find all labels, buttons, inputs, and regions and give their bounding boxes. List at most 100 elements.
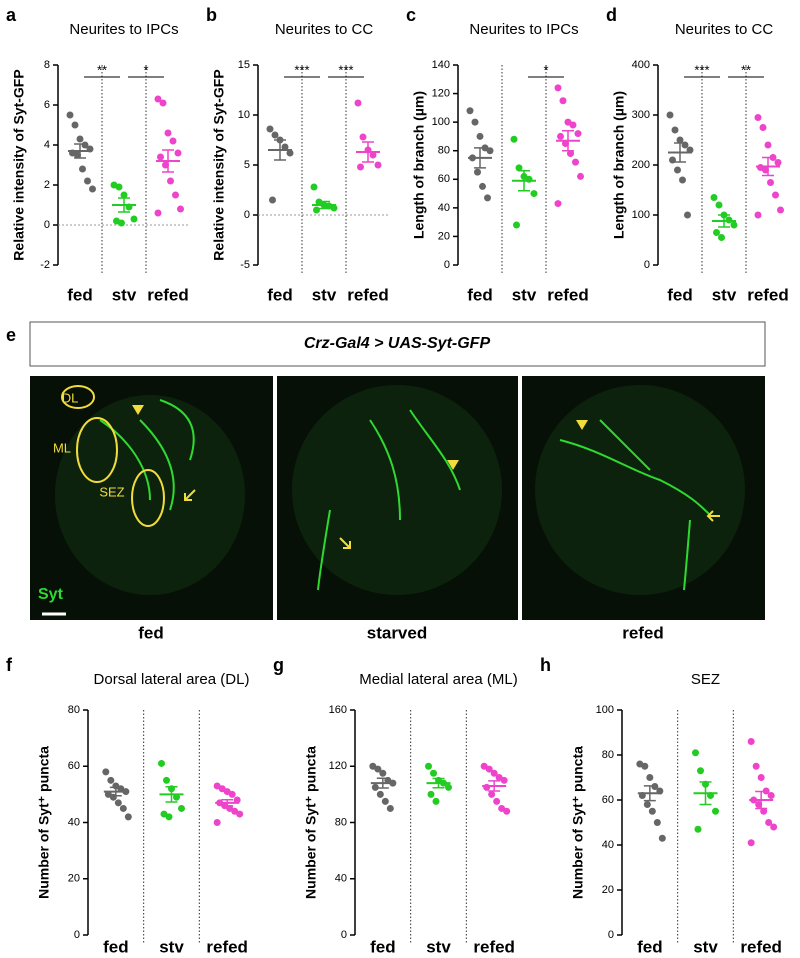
data-point	[474, 168, 481, 176]
x-tick-label: stv	[312, 285, 337, 304]
data-point	[233, 796, 241, 804]
error-bar	[109, 786, 122, 797]
data-point	[476, 132, 484, 140]
error-bar	[432, 777, 445, 789]
data-point	[357, 163, 364, 171]
data-point	[71, 121, 79, 129]
data-point	[770, 823, 778, 831]
error-bar	[674, 142, 686, 163]
data-point	[515, 164, 523, 172]
image-caption: refed	[622, 623, 664, 642]
x-tick-label: refed	[740, 937, 782, 956]
data-point	[76, 135, 84, 143]
chart-title: Medial lateral area (ML)	[359, 671, 517, 688]
region-outline	[61, 385, 95, 409]
data-point	[718, 234, 725, 241]
data-point	[754, 211, 762, 219]
error-bar	[643, 785, 656, 802]
stain-label: Syt	[38, 586, 64, 603]
data-point	[486, 147, 494, 155]
data-point	[676, 136, 684, 144]
data-point	[107, 776, 115, 784]
neurites	[317, 409, 461, 591]
micrographs	[30, 376, 765, 620]
data-point	[169, 137, 177, 145]
data-point	[658, 834, 666, 842]
y-axis-label: Length of branch (µm)	[411, 91, 427, 239]
y-tick-label: 8	[44, 59, 50, 71]
data-point	[490, 769, 498, 777]
y-tick-label: 200	[632, 159, 650, 171]
data-point	[313, 206, 320, 214]
data-point	[167, 177, 174, 185]
y-tick-label: 120	[329, 760, 347, 772]
data-point	[569, 121, 577, 129]
y-tick-label: 400	[632, 59, 650, 71]
region-outline	[131, 469, 165, 527]
data-point	[84, 177, 91, 185]
x-tick-label: stv	[159, 937, 184, 956]
data-point	[752, 762, 760, 770]
y-tick-label: 0	[44, 219, 50, 231]
y-tick-label: 0	[341, 929, 347, 941]
data-point	[425, 762, 432, 770]
data-point	[485, 765, 493, 773]
data-point	[574, 130, 582, 138]
error-bar	[162, 149, 174, 173]
chart-title: Neurites to IPCs	[469, 21, 578, 38]
region-label: ML	[53, 440, 71, 455]
x-tick-label: stv	[712, 285, 737, 304]
data-point	[427, 790, 435, 798]
data-point	[236, 810, 244, 818]
y-axis-label: Relative intensity of Syt-GFP	[211, 69, 227, 260]
data-point	[466, 107, 474, 115]
x-tick-label: fed	[267, 285, 293, 304]
error-bar	[474, 147, 486, 169]
data-point	[114, 799, 122, 807]
y-tick-label: 6	[44, 99, 50, 111]
data-point	[89, 185, 96, 193]
error-bar	[562, 129, 574, 152]
x-tick-label: fed	[370, 937, 396, 956]
data-point	[554, 84, 562, 92]
data-point	[764, 141, 772, 149]
data-point	[159, 99, 167, 107]
panel-letter: c	[406, 5, 416, 25]
data-point	[777, 206, 784, 214]
data-point	[503, 807, 511, 815]
data-point	[286, 149, 294, 157]
y-tick-label: -5	[240, 259, 250, 271]
data-point	[115, 183, 123, 191]
y-tick-label: 300	[632, 109, 650, 121]
data-point	[713, 229, 720, 236]
x-tick-label: refed	[347, 285, 389, 304]
error-bar	[362, 141, 374, 163]
data-point	[228, 790, 236, 798]
y-tick-label: 0	[644, 259, 650, 271]
data-point	[572, 158, 579, 166]
image-caption: starved	[367, 623, 427, 642]
y-tick-label: 40	[602, 839, 614, 851]
region-label: DL	[62, 390, 79, 405]
chart-title: Neurites to CC	[275, 21, 374, 38]
x-tick-label: fed	[467, 285, 493, 304]
x-tick-label: refed	[747, 285, 789, 304]
data-point	[488, 790, 496, 798]
data-point	[374, 765, 382, 773]
y-tick-label: 0	[74, 929, 80, 941]
data-point	[653, 819, 661, 826]
data-point	[369, 151, 377, 159]
significance-label: ***	[338, 62, 353, 77]
y-tick-label: 140	[432, 59, 450, 71]
data-point	[760, 807, 768, 815]
error-bar	[274, 139, 286, 161]
neurites	[99, 399, 195, 511]
data-point	[174, 149, 182, 157]
data-point	[484, 194, 491, 202]
data-point	[774, 159, 782, 166]
data-point	[371, 783, 379, 791]
y-tick-label: 40	[438, 202, 450, 214]
data-point	[379, 769, 387, 777]
data-point	[269, 196, 276, 204]
